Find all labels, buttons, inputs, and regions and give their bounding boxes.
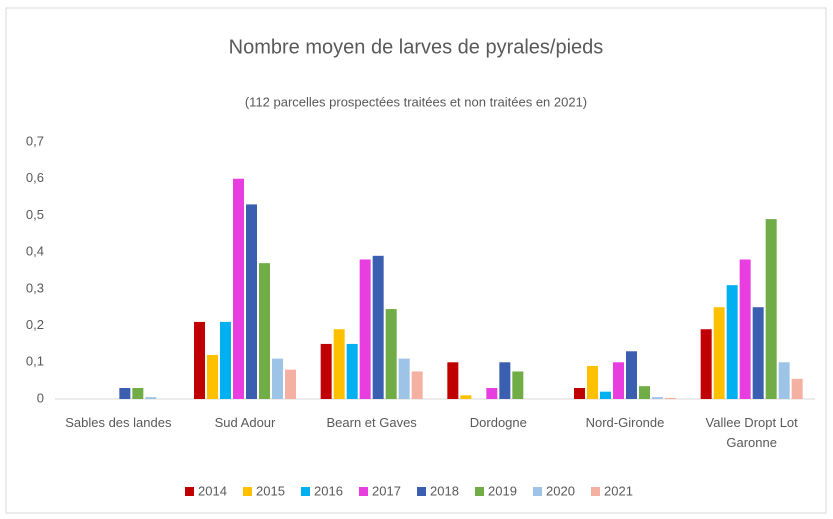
bar [411,371,423,399]
bar [765,219,777,399]
bar [626,351,637,399]
bar [613,362,624,399]
bar [145,397,157,399]
bar [665,397,676,399]
chart-title: Nombre moyen de larves de pyrales/pieds [229,36,604,58]
bar [372,255,384,399]
legend-swatch [417,487,426,496]
bar [233,178,244,399]
bar [574,387,585,399]
bar [398,358,410,399]
bar [220,321,231,399]
bar [285,369,296,399]
legend-swatch [185,487,194,496]
chart-border [5,7,827,514]
y-tick-label: 0,1 [26,354,44,369]
bar [259,263,270,399]
bar [346,343,358,399]
bar [194,321,205,399]
legend-label: 2020 [546,483,575,498]
bar [652,397,663,399]
bar [713,307,725,399]
y-tick-label: 0 [37,390,44,405]
legend-swatch [533,487,542,496]
bar [460,395,472,399]
x-tick-label: Bearn et Gaves [326,415,417,430]
y-tick-label: 0,6 [26,170,44,185]
legend-swatch [359,487,368,496]
x-tick-label: Sables des landes [65,415,172,430]
bar [512,371,524,399]
bar [739,259,751,399]
legend-label: 2019 [488,483,517,498]
x-tick-label: Nord-Gironde [585,415,665,430]
y-tick-label: 0,3 [26,280,44,295]
bar [791,378,803,399]
x-tick-label: Dordogne [469,415,527,430]
x-tick-label: Vallee Dropt Lot Garonne [705,415,798,450]
legend-label: 2017 [372,483,401,498]
bar [752,307,764,399]
legend-swatch [475,487,484,496]
y-tick-label: 0,7 [26,133,44,148]
bar [639,386,650,399]
legend-label: 2016 [314,483,343,498]
legend-swatch [591,487,600,496]
y-tick-label: 0,5 [26,207,44,222]
bar [359,259,371,399]
bar [272,358,283,399]
bar [726,285,738,399]
bar [447,362,459,399]
bar [132,387,144,399]
bar [700,329,712,399]
y-tick-label: 0,2 [26,317,44,332]
bar [587,365,598,399]
bar [333,329,345,399]
legend-label: 2018 [430,483,459,498]
legend-label: 2021 [604,483,633,498]
bar [486,387,498,399]
chart-subtitle: (112 parcelles prospectées traitées et n… [245,94,587,109]
bar [499,362,511,399]
bar [385,309,397,399]
x-tick-label: Sud Adour [214,415,276,430]
bar [600,391,611,399]
legend-label: 2014 [198,483,227,498]
bar [119,387,131,399]
legend-swatch [243,487,252,496]
legend-label: 2015 [256,483,285,498]
bar [207,354,218,399]
bar [778,362,790,399]
legend-swatch [301,487,310,496]
y-tick-label: 0,4 [26,244,44,259]
bar [320,343,332,399]
bar [246,204,257,399]
